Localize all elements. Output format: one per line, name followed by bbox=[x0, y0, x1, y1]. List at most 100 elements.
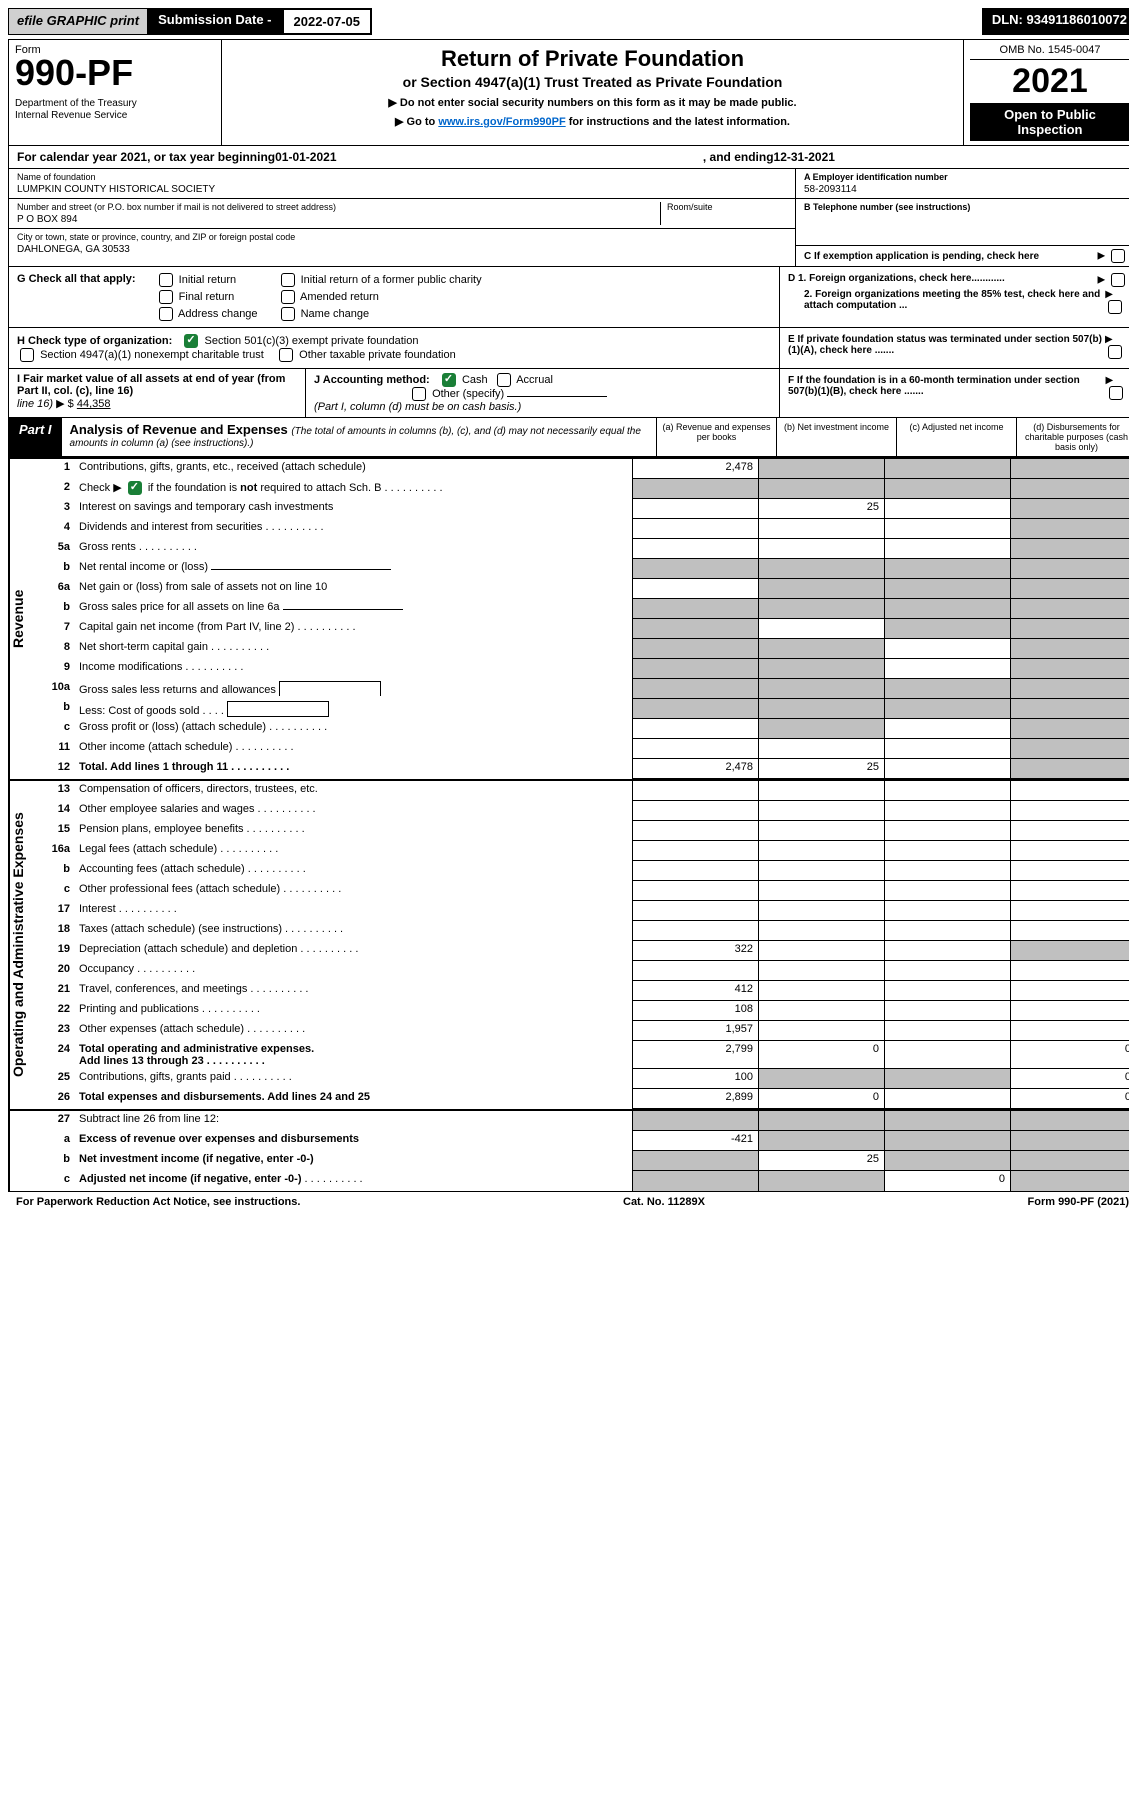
row-num: c bbox=[36, 1171, 75, 1191]
row-desc: Adjusted net income (if negative, enter … bbox=[75, 1171, 632, 1191]
r27c-text: Adjusted net income (if negative, enter … bbox=[79, 1173, 301, 1185]
g-former-check[interactable] bbox=[281, 273, 295, 287]
row-num: a bbox=[36, 1131, 75, 1151]
row-23: 23 Other expenses (attach schedule) 1,95… bbox=[36, 1021, 1129, 1041]
g-name-check[interactable] bbox=[281, 307, 295, 321]
row-num: c bbox=[36, 881, 75, 901]
row-desc: Contributions, gifts, grants paid bbox=[75, 1069, 632, 1089]
h-other: Other taxable private foundation bbox=[299, 349, 456, 361]
d1-text: D 1. Foreign organizations, check here..… bbox=[788, 273, 1005, 284]
r10a-b bbox=[758, 679, 884, 699]
r1-c bbox=[884, 459, 1010, 479]
r14-a bbox=[632, 801, 758, 821]
row-num: 21 bbox=[36, 981, 75, 1001]
efile-print-button[interactable]: efile GRAPHIC print bbox=[8, 8, 148, 35]
row-17: 17 Interest bbox=[36, 901, 1129, 921]
r22-a: 108 bbox=[632, 1001, 758, 1021]
calendar-year-row: For calendar year 2021, or tax year begi… bbox=[9, 146, 1129, 169]
row-desc: Less: Cost of goods sold . . . . bbox=[75, 699, 632, 719]
r27b-d bbox=[1010, 1151, 1129, 1171]
r9-d bbox=[1010, 659, 1129, 679]
h-501: Section 501(c)(3) exempt private foundat… bbox=[204, 335, 418, 347]
g-amended-check[interactable] bbox=[281, 290, 295, 304]
line27-grid: 27 Subtract line 26 from line 12: a Exce… bbox=[9, 1109, 1129, 1191]
row-7: 7 Capital gain net income (from Part IV,… bbox=[36, 619, 1129, 639]
r24-d: 0 bbox=[1010, 1041, 1129, 1069]
revenue-grid: Revenue 1 Contributions, gifts, grants, … bbox=[9, 457, 1129, 779]
h-e-row: H Check type of organization: Section 50… bbox=[9, 328, 1129, 369]
row-num: 13 bbox=[36, 781, 75, 801]
row-desc: Legal fees (attach schedule) bbox=[75, 841, 632, 861]
room-label: Room/suite bbox=[667, 202, 787, 212]
header-left: Form 990-PF Department of the Treasury I… bbox=[9, 40, 222, 145]
g-amended: Amended return bbox=[300, 291, 379, 303]
r5b-d bbox=[1010, 559, 1129, 579]
instructions-link[interactable]: www.irs.gov/Form990PF bbox=[438, 116, 565, 128]
row-num: 26 bbox=[36, 1089, 75, 1109]
row-num: b bbox=[36, 861, 75, 881]
row-1: 1 Contributions, gifts, grants, etc., re… bbox=[36, 459, 1129, 479]
row-num: 16a bbox=[36, 841, 75, 861]
col-c-header: (c) Adjusted net income bbox=[896, 418, 1016, 456]
r14-d bbox=[1010, 801, 1129, 821]
i-j-f-row: I Fair market value of all assets at end… bbox=[9, 369, 1129, 418]
g-final-check[interactable] bbox=[159, 290, 173, 304]
h-501-check[interactable] bbox=[184, 334, 198, 348]
r8-a bbox=[632, 639, 758, 659]
r23-d bbox=[1010, 1021, 1129, 1041]
r10b-c bbox=[884, 699, 1010, 719]
j-accrual-check[interactable] bbox=[497, 373, 511, 387]
g-label: G Check all that apply: bbox=[17, 273, 136, 285]
h-other-check[interactable] bbox=[279, 348, 293, 362]
r4-c bbox=[884, 519, 1010, 539]
r3-c bbox=[884, 499, 1010, 519]
row-num: b bbox=[36, 599, 75, 619]
r24-a: 2,799 bbox=[632, 1041, 758, 1069]
r7-b bbox=[758, 619, 884, 639]
r10b-text: Less: Cost of goods sold bbox=[79, 705, 199, 717]
open-public: Open to Public Inspection bbox=[970, 103, 1129, 141]
r8-c bbox=[884, 639, 1010, 659]
r16c-c bbox=[884, 881, 1010, 901]
row-6a: 6a Net gain or (loss) from sale of asset… bbox=[36, 579, 1129, 599]
i-value: 44,358 bbox=[77, 398, 111, 410]
g-d-row: G Check all that apply: Initial return F… bbox=[9, 267, 1129, 328]
g-initial-check[interactable] bbox=[159, 273, 173, 287]
tel-label: B Telephone number (see instructions) bbox=[804, 202, 1128, 212]
identity-right: A Employer identification number 58-2093… bbox=[795, 169, 1129, 266]
j-cash-check[interactable] bbox=[442, 373, 456, 387]
d2-check[interactable] bbox=[1108, 300, 1122, 314]
cal-begin: 01-01-2021 bbox=[275, 150, 336, 164]
part1-title-area: Part I Analysis of Revenue and Expenses … bbox=[9, 418, 656, 456]
r16c-b bbox=[758, 881, 884, 901]
c-checkbox[interactable] bbox=[1111, 249, 1125, 263]
row-num: 8 bbox=[36, 639, 75, 659]
r5a-b bbox=[758, 539, 884, 559]
row-num: 1 bbox=[36, 459, 75, 479]
ein-cell: A Employer identification number 58-2093… bbox=[796, 169, 1129, 199]
r16b-a bbox=[632, 861, 758, 881]
row-22: 22 Printing and publications 108 bbox=[36, 1001, 1129, 1021]
e-check[interactable] bbox=[1108, 345, 1122, 359]
r10c-a bbox=[632, 719, 758, 739]
j-other-check[interactable] bbox=[412, 387, 426, 401]
d1-check[interactable] bbox=[1111, 273, 1125, 287]
r2-check[interactable] bbox=[128, 481, 142, 495]
c-cell: C If exemption application is pending, c… bbox=[796, 246, 1129, 266]
g-name: Name change bbox=[301, 308, 370, 320]
r6a-a bbox=[632, 579, 758, 599]
j-other: Other (specify) bbox=[432, 388, 504, 400]
i-line16: line 16) bbox=[17, 398, 53, 410]
r19-d bbox=[1010, 941, 1129, 961]
r10b-a bbox=[632, 699, 758, 719]
r10a-text: Gross sales less returns and allowances bbox=[79, 684, 276, 696]
ein-label: A Employer identification number bbox=[804, 172, 1128, 182]
g-section: G Check all that apply: Initial return F… bbox=[9, 267, 780, 327]
r16a-d bbox=[1010, 841, 1129, 861]
r17-d bbox=[1010, 901, 1129, 921]
f-check[interactable] bbox=[1109, 386, 1123, 400]
row-16c: c Other professional fees (attach schedu… bbox=[36, 881, 1129, 901]
h-4947-check[interactable] bbox=[20, 348, 34, 362]
g-addr-check[interactable] bbox=[159, 307, 173, 321]
r27a-a: -421 bbox=[632, 1131, 758, 1151]
